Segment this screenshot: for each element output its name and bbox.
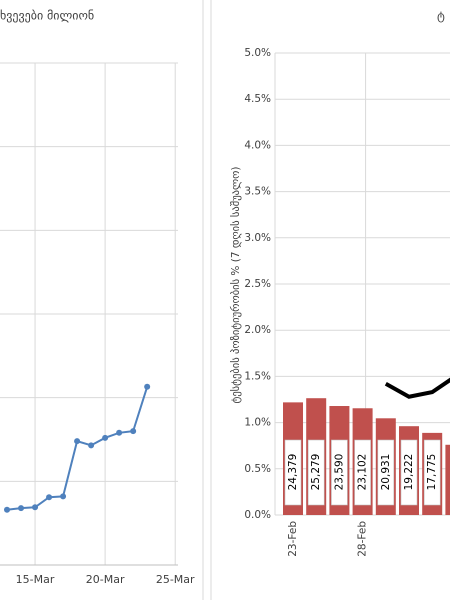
data-label-box (331, 439, 348, 506)
data-label-box (307, 439, 325, 506)
x-tick-label: 15-Mar (16, 573, 55, 586)
data-point (4, 506, 11, 513)
y-tick-label: 0.5% (244, 463, 271, 475)
y-tick-label: 3.0% (244, 232, 271, 244)
data-point (144, 383, 151, 390)
data-label: 23,102 (357, 454, 369, 491)
y-tick-label: 4.5% (244, 93, 271, 105)
data-point (74, 438, 81, 445)
y-axis-title: ტესტების პოზიტიურობის % (7 დღის საშუალო) (230, 166, 242, 403)
y-tick-label: 4.0% (244, 139, 271, 151)
x-tick-label: 25-Mar (156, 573, 195, 586)
data-line (6, 386, 149, 511)
data-label: 24,379 (287, 454, 299, 491)
data-point (130, 428, 137, 435)
data-label: 25,279 (310, 454, 322, 491)
y-tick-label: 0.0% (244, 509, 271, 521)
bar (445, 444, 450, 515)
data-label: 19,222 (403, 454, 415, 491)
y-tick-label: 1.0% (244, 417, 271, 429)
x-tick-label: 23-Feb (287, 521, 299, 557)
chart-title: ტ (437, 9, 445, 23)
chart-title: ხვევები მილიონ (0, 9, 94, 23)
data-label-box (423, 439, 441, 506)
data-point (60, 493, 67, 500)
data-point (18, 505, 25, 512)
data-point (116, 429, 123, 436)
y-tick-label: 2.5% (244, 278, 271, 290)
y-tick-label: 5.0% (244, 47, 271, 59)
data-point (88, 442, 95, 449)
data-label-box (377, 439, 395, 506)
right-panel (210, 0, 212, 600)
x-tick-label: 28-Feb (357, 521, 369, 557)
x-tick-label: 20-Mar (86, 573, 125, 586)
data-point (46, 494, 53, 501)
y-tick-label: 1.5% (244, 370, 271, 382)
y-tick-label: 2.0% (244, 324, 271, 336)
y-tick-label: 3.5% (244, 186, 271, 198)
left-panel (202, 0, 204, 600)
data-label-box (400, 439, 418, 506)
data-label-box (354, 439, 371, 506)
data-label: 17,775 (426, 454, 438, 491)
data-label-box (284, 439, 302, 506)
data-line (384, 377, 450, 399)
data-label: 20,931 (380, 454, 392, 491)
data-label: 23,590 (333, 454, 345, 491)
data-point (32, 504, 39, 511)
data-point (102, 434, 109, 441)
